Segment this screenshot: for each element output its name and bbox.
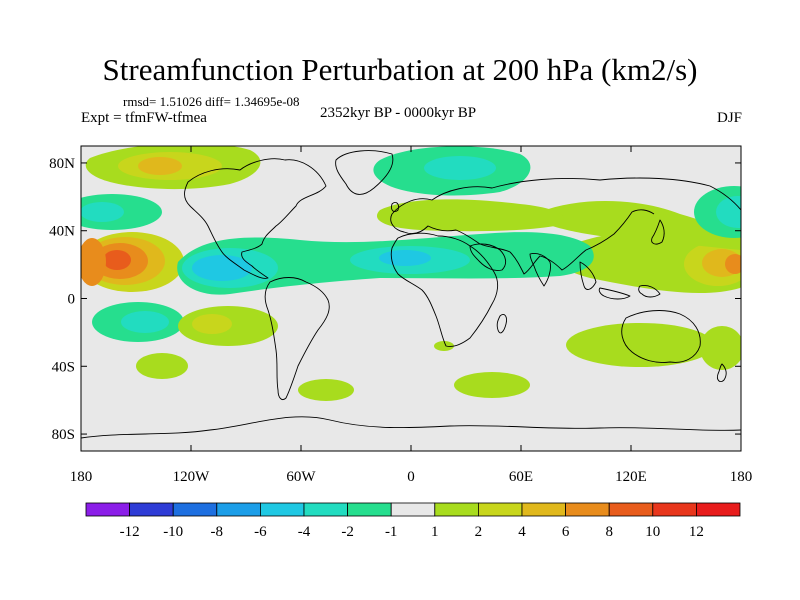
figure-title: Streamfunction Perturbation at 200 hPa (… [102,52,698,87]
x-tick-label: 180 [70,469,93,485]
colorbar-swatch [565,502,610,517]
colorbar-label: 2 [475,524,483,540]
colorbar-swatch [259,502,305,517]
colorbar-swatch [652,502,697,517]
colorbar-swatch [521,502,566,517]
coastline-new-zealand [717,363,727,383]
contour-positive-europe [376,199,564,232]
coastline-south-america [264,277,330,401]
y-tick-label: 0 [68,292,76,308]
left-subtitle: Expt = tfmFW-tfmea [81,110,207,126]
colorbar-swatch [608,502,654,517]
contour-positive-n-pacific-tail [81,238,106,286]
colorbar-swatch [216,502,261,517]
colorbar-swatch [347,502,392,517]
contour-negative-s-pacific-core [121,311,169,333]
contour-positive-s-indian [454,372,530,398]
colorbar-label: 4 [518,524,526,540]
colorbar-label: 12 [689,524,704,540]
y-tick-label: 80S [52,427,75,443]
x-tick-label: 60W [286,469,316,485]
coastline-europe-asia [390,177,741,275]
colorbar-swatch [172,502,218,517]
colorbar-label: -1 [385,524,398,540]
colorbar-label: -8 [211,524,224,540]
coastline-arabia [469,243,507,271]
contour-positive-w-pacific-peak [725,254,741,274]
y-tick-label: 40N [49,224,75,240]
colorbar-label: -4 [298,524,311,540]
contour-positive-tasman [700,326,741,370]
y-tick-label: 40S [52,359,75,375]
colorbar-swatch [85,502,130,517]
coastline-greenland [335,150,394,195]
colorbar-swatch [696,502,741,517]
contour-positive-n-pacific-peak [103,250,131,270]
x-tick-label: 60E [509,469,533,485]
coastline-british-isles [391,201,399,213]
coastline-africa [390,232,499,347]
coastline-madagascar [496,313,507,334]
contour-positive-bering-peak [138,157,182,175]
contour-negative-n-pacific-west-core [81,202,124,222]
colorbar-label: -10 [163,524,183,540]
map-axes: 180 120W 60W 0 60E 120E 180 80N 40N 0 40S 80S [49,146,752,485]
x-tick-label: 120W [173,469,211,485]
contour-negative-tropics-africa-core [379,250,431,266]
contour-positive-indian-ocean [566,323,714,367]
x-tick-label: 120E [615,469,647,485]
colorbar-swatch [390,502,436,517]
contour-positive-e-asia-band [538,200,741,250]
map-background [81,146,741,451]
colorbar-label: -12 [120,524,140,540]
coastline-antarctica [81,416,741,439]
colorbar-label: 10 [645,524,660,540]
coastline-north-america [184,158,327,279]
coastline-india [529,253,551,287]
right-subtitle: DJF [716,110,742,126]
colorbar-label: -2 [341,524,354,540]
coastline-se-asia [579,261,661,300]
colorbar-swatch [129,502,174,517]
x-tick-label: 180 [730,469,753,485]
coastlines [81,150,741,439]
colorbar-label: -6 [254,524,267,540]
colorbar-label: 1 [431,524,439,540]
coastline-australia [621,310,701,363]
contour-fill-layer [81,146,741,401]
colorbar-swatch [434,502,479,517]
contour-negative-arctic-core [424,156,496,180]
contour-positive-s-africa [434,341,454,351]
contour-negative-tropics-america-core [192,255,252,281]
contour-negative-n-pacific-east-core [716,196,741,228]
contour-positive-s-pacific-core [192,314,232,334]
colorbar-swatch [303,502,348,517]
colorbar: -12 -10 -8 -6 -4 -2 -1 1 2 4 6 8 10 12 [85,502,741,540]
stats-line: rmsd= 1.51026 diff= 1.34695e-08 [123,94,300,109]
x-tick-label: 0 [407,469,415,485]
contour-positive-s-ocean-pacific [136,353,188,379]
coastline-japan [651,219,665,245]
colorbar-label: 8 [605,524,613,540]
contour-positive-s-atlantic [298,379,354,401]
colorbar-swatch [477,502,523,517]
y-tick-label: 80N [49,156,75,172]
center-subtitle: 2352kyr BP - 0000kyr BP [320,105,477,121]
colorbar-label: 6 [562,524,570,540]
